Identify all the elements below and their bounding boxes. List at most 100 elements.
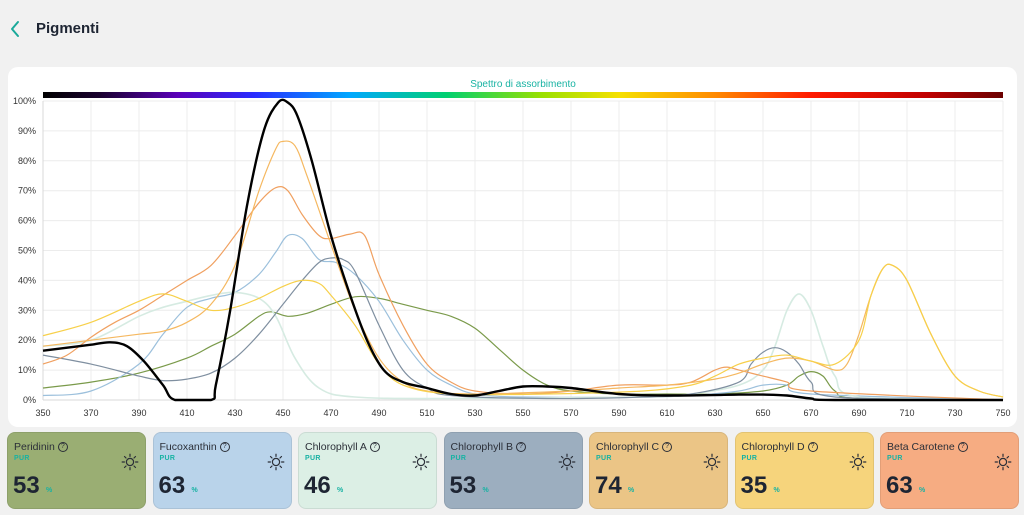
x-tick-label: 510	[419, 408, 434, 418]
pur-unit: %	[337, 487, 344, 494]
pur-label: PUR	[741, 455, 758, 462]
x-tick-label: 550	[515, 408, 530, 418]
pur-label: PUR	[887, 455, 903, 462]
pur-label: PUR	[159, 455, 176, 462]
x-tick-label: 630	[707, 408, 722, 418]
y-tick-label: 10%	[18, 365, 36, 375]
pur-label: PUR	[14, 455, 30, 462]
sun-icon[interactable]	[121, 453, 139, 471]
x-tick-label: 470	[323, 408, 338, 418]
pur-label: PUR	[305, 455, 321, 462]
sun-icon[interactable]	[994, 453, 1012, 471]
pur-value: 63	[886, 472, 913, 499]
x-tick-label: 750	[995, 408, 1010, 418]
pigment-card[interactable]: Beta Carotene? PUR 63%	[880, 432, 1019, 509]
y-tick-label: 30%	[18, 305, 36, 315]
y-tick-label: 50%	[18, 246, 36, 256]
pigment-name-text: Beta Carotene	[887, 441, 955, 453]
pigment-name-text: Fucoxanthin	[159, 441, 217, 453]
help-icon[interactable]: ?	[957, 442, 968, 452]
x-tick-label: 650	[755, 408, 770, 418]
y-tick-label: 70%	[18, 186, 36, 196]
y-tick-label: 40%	[18, 275, 36, 285]
x-tick-label: 710	[899, 408, 914, 418]
sun-icon[interactable]	[267, 453, 285, 471]
pur-unit: %	[628, 487, 635, 494]
pur-value: 35	[740, 472, 768, 499]
sun-icon[interactable]	[703, 453, 721, 471]
sun-icon[interactable]	[849, 453, 867, 471]
series-line-6	[42, 263, 1004, 398]
help-icon[interactable]: ?	[57, 442, 68, 452]
absorption-chart: Spettro di assorbimento 350 370 390 410 430 45…	[13, 79, 1011, 418]
series-line-1	[42, 233, 1004, 401]
pigment-card[interactable]: Chlorophyll B? PUR 53%	[443, 432, 583, 509]
pigment-name: Fucoxanthin?	[160, 441, 230, 453]
pur-unit: %	[191, 487, 198, 494]
pigment-card[interactable]: Chlorophyll C? PUR 74%	[589, 432, 728, 509]
pigment-name: Peridinin?	[14, 441, 68, 453]
help-icon[interactable]: ?	[807, 442, 818, 452]
pigment-card[interactable]: Fucoxanthin? PUR 63%	[152, 432, 292, 509]
pigment-card[interactable]: Chlorophyll A? PUR 46%	[298, 432, 437, 509]
x-tick-label: 590	[611, 408, 626, 418]
pigment-name: Chlorophyll A?	[305, 441, 380, 453]
pur-value: 46	[304, 472, 331, 499]
x-tick-label: 490	[371, 408, 386, 418]
pur-value: 74	[595, 472, 622, 499]
y-tick-label: 60%	[18, 216, 36, 226]
pigment-name: Chlorophyll C?	[596, 441, 673, 453]
pigment-name: Beta Carotene?	[887, 441, 968, 453]
absorption-chart-card: Spettro di assorbimento 350 370 390 410 430 45…	[8, 67, 1017, 427]
help-icon[interactable]: ?	[219, 442, 230, 452]
pigment-cards: Peridinin? PUR 53% Fucoxanthin? PUR 63% Chloro…	[7, 432, 1019, 510]
series-line-0	[42, 295, 1004, 401]
x-tick-label: 390	[131, 408, 146, 418]
sun-icon[interactable]	[558, 453, 576, 471]
pigment-card[interactable]: Peridinin? PUR 53%	[7, 432, 146, 509]
pur-label: PUR	[450, 455, 467, 462]
series-line-3	[42, 257, 1004, 401]
x-tick-label: 530	[467, 408, 482, 418]
series-line-4	[42, 185, 1004, 401]
pur-unit: %	[773, 487, 780, 494]
y-tick-label: 100%	[13, 96, 36, 106]
x-tick-label: 610	[659, 408, 674, 418]
pur-unit: %	[919, 487, 926, 494]
pigment-name-text: Peridinin	[14, 441, 55, 453]
x-tick-label: 370	[83, 408, 98, 418]
x-tick-label: 350	[35, 408, 50, 418]
pur-value: 53	[13, 472, 40, 499]
x-tick-label: 570	[563, 408, 578, 418]
help-icon[interactable]: ?	[369, 442, 380, 452]
chevron-left-icon[interactable]	[8, 18, 22, 40]
y-tick-label: 0%	[23, 395, 36, 405]
y-tick-label: 20%	[18, 335, 36, 345]
x-tick-label: 670	[803, 408, 818, 418]
pur-unit: %	[482, 487, 489, 494]
pur-unit: %	[46, 487, 53, 494]
chart-title: Spettro di assorbimento	[470, 79, 576, 90]
spectrum-bar	[43, 92, 1003, 98]
pur-value: 63	[158, 472, 186, 499]
pigment-name: Chlorophyll D?	[742, 441, 818, 453]
sun-icon[interactable]	[412, 453, 430, 471]
x-tick-label: 730	[947, 408, 962, 418]
x-tick-label: 450	[275, 408, 290, 418]
pur-value: 53	[449, 472, 477, 499]
series-line-7	[42, 98, 1003, 402]
pigment-name-text: Chlorophyll A	[305, 441, 367, 453]
x-tick-label: 430	[227, 408, 242, 418]
pigment-name: Chlorophyll B?	[451, 441, 526, 453]
page-title: Pigmenti	[36, 20, 100, 37]
x-tick-label: 410	[179, 408, 194, 418]
y-tick-label: 90%	[18, 126, 36, 136]
pigment-card[interactable]: Chlorophyll D? PUR 35%	[734, 432, 874, 509]
help-icon[interactable]: ?	[515, 442, 526, 452]
help-icon[interactable]: ?	[662, 442, 673, 452]
x-tick-label: 690	[851, 408, 866, 418]
pigment-name-text: Chlorophyll D	[741, 441, 805, 453]
pigment-name-text: Chlorophyll C	[596, 441, 660, 453]
pur-label: PUR	[596, 455, 612, 462]
pigment-name-text: Chlorophyll B	[450, 441, 513, 453]
